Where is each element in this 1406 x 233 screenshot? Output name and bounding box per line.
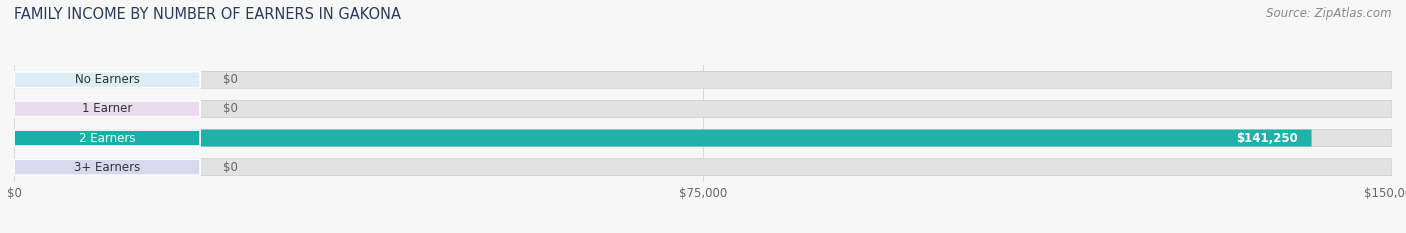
FancyBboxPatch shape	[14, 100, 1392, 117]
FancyBboxPatch shape	[14, 130, 1392, 147]
Text: 1 Earner: 1 Earner	[82, 103, 132, 115]
Text: Source: ZipAtlas.com: Source: ZipAtlas.com	[1267, 7, 1392, 20]
Text: $0: $0	[224, 73, 238, 86]
Text: $0: $0	[224, 161, 238, 174]
Text: FAMILY INCOME BY NUMBER OF EARNERS IN GAKONA: FAMILY INCOME BY NUMBER OF EARNERS IN GA…	[14, 7, 401, 22]
Text: $141,250: $141,250	[1236, 132, 1298, 144]
FancyBboxPatch shape	[14, 101, 200, 117]
Text: $0: $0	[224, 103, 238, 115]
Text: 3+ Earners: 3+ Earners	[75, 161, 141, 174]
FancyBboxPatch shape	[14, 72, 200, 88]
Text: 2 Earners: 2 Earners	[79, 132, 135, 144]
FancyBboxPatch shape	[14, 159, 1392, 176]
FancyBboxPatch shape	[14, 71, 1392, 88]
FancyBboxPatch shape	[14, 159, 200, 175]
FancyBboxPatch shape	[14, 130, 200, 146]
FancyBboxPatch shape	[14, 130, 1312, 147]
Text: No Earners: No Earners	[75, 73, 139, 86]
